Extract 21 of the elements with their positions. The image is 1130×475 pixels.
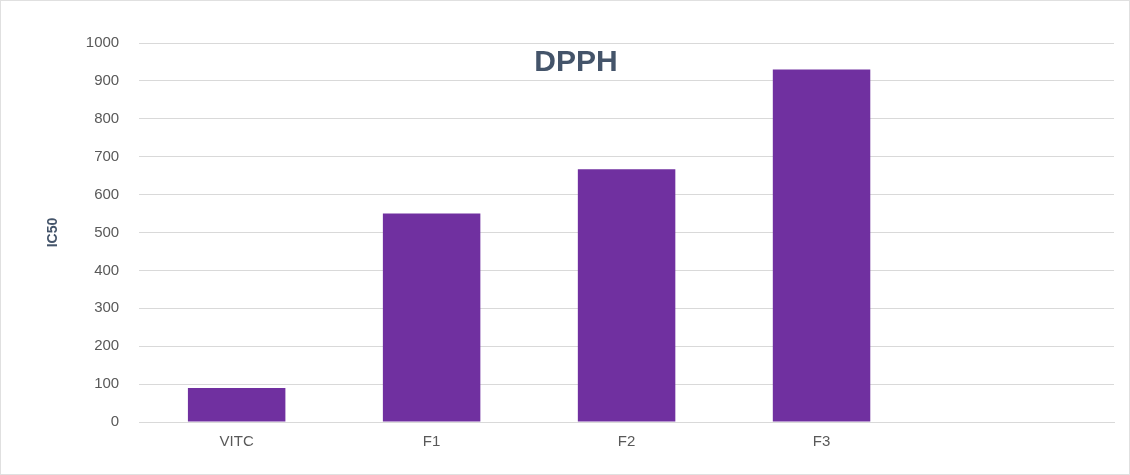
x-tick-label: F2 xyxy=(617,432,636,450)
y-tick-label: 300 xyxy=(94,298,120,316)
y-tick-label: 800 xyxy=(94,108,120,126)
chart-title: DPPH xyxy=(534,44,618,78)
y-tick-label: 600 xyxy=(94,184,120,202)
y-axis-title: IC50 xyxy=(44,217,61,248)
x-tick-label: VITC xyxy=(219,432,254,450)
y-tick-label: 900 xyxy=(94,71,120,89)
y-tick-label: 1000 xyxy=(85,33,120,51)
bar xyxy=(187,387,286,422)
x-tick-label: F3 xyxy=(812,432,831,450)
bar xyxy=(772,69,871,422)
y-tick-label: 700 xyxy=(94,146,120,164)
y-tick-label: 100 xyxy=(94,374,120,392)
y-tick-label: 500 xyxy=(94,222,120,240)
bar xyxy=(382,213,481,422)
y-tick-label: 0 xyxy=(110,412,120,430)
x-tick-label: F1 xyxy=(422,432,441,450)
bar xyxy=(577,169,676,422)
y-tick-label: 400 xyxy=(94,260,120,278)
y-tick-label: 200 xyxy=(94,336,120,354)
